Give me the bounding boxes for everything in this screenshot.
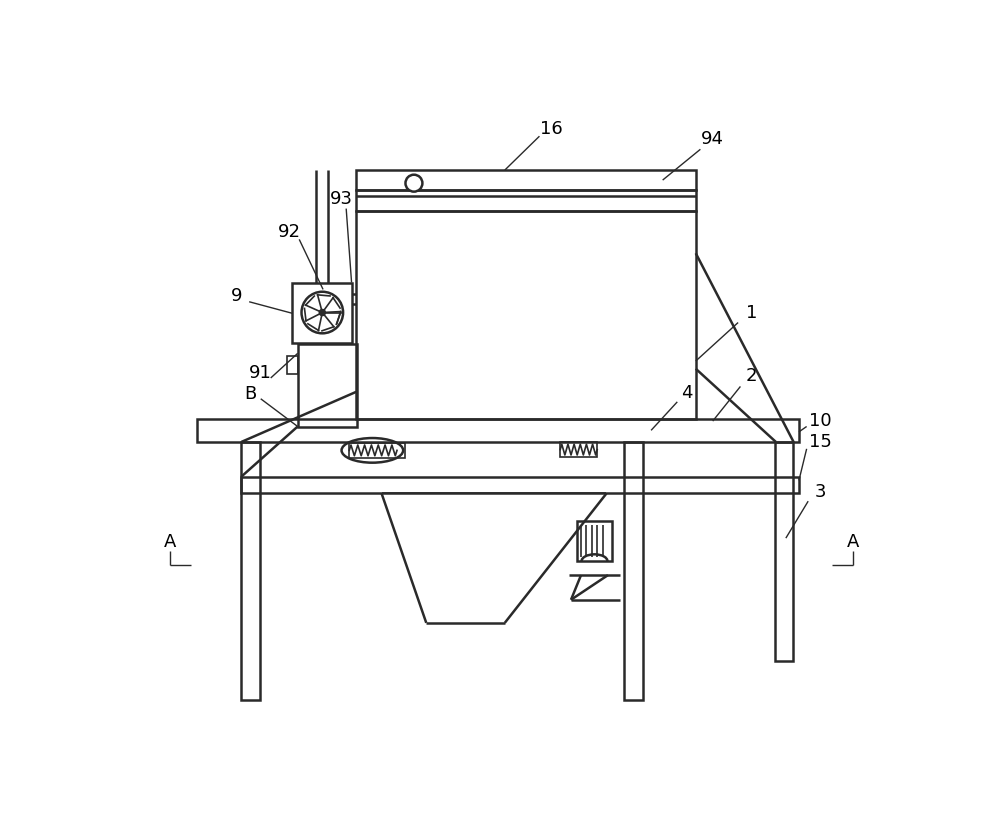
- Text: 94: 94: [701, 131, 724, 148]
- Bar: [356, 211, 696, 418]
- Bar: [356, 190, 696, 211]
- Text: 93: 93: [330, 190, 353, 208]
- Bar: [560, 442, 597, 457]
- Text: 2: 2: [745, 367, 757, 385]
- Text: 92: 92: [278, 222, 301, 241]
- Bar: [292, 283, 352, 342]
- Bar: [241, 476, 799, 494]
- Text: 91: 91: [249, 364, 271, 381]
- Text: B: B: [245, 385, 257, 403]
- Text: 9: 9: [231, 287, 243, 304]
- Bar: [298, 344, 357, 428]
- Text: 1: 1: [746, 304, 757, 323]
- Circle shape: [405, 174, 422, 192]
- Text: 3: 3: [815, 483, 826, 501]
- Text: 4: 4: [681, 385, 692, 403]
- Bar: [624, 442, 643, 700]
- Text: A: A: [164, 533, 176, 551]
- Text: 10: 10: [809, 412, 832, 430]
- Bar: [349, 442, 405, 458]
- Bar: [197, 418, 799, 442]
- Circle shape: [319, 309, 325, 316]
- Bar: [775, 442, 793, 662]
- Text: A: A: [847, 533, 859, 551]
- Bar: [356, 170, 696, 190]
- Bar: [577, 521, 612, 562]
- Bar: [287, 356, 298, 374]
- Text: 15: 15: [809, 433, 832, 451]
- Text: 16: 16: [540, 119, 562, 137]
- Bar: [241, 442, 260, 700]
